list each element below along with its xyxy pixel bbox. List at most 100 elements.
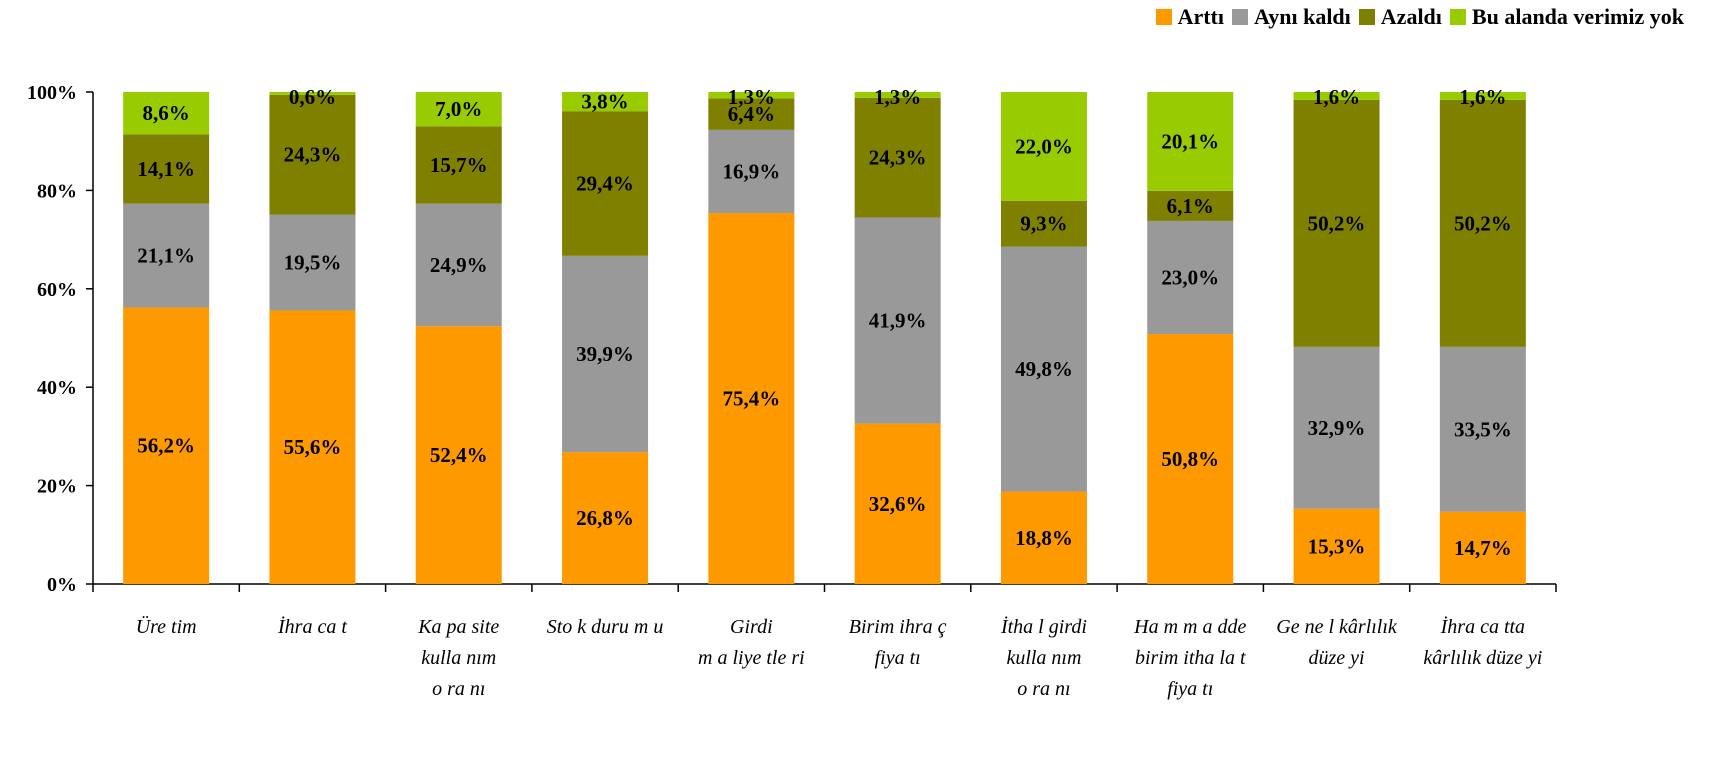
- bar-segment: [1439, 511, 1526, 584]
- bar-segment: [123, 307, 210, 584]
- legend-item-ayni-kaldi: Aynı kaldı: [1231, 4, 1351, 30]
- data-label: 50,8%: [1161, 447, 1219, 471]
- data-label: 39,9%: [576, 342, 634, 366]
- bar-segment: [123, 203, 210, 308]
- bar-segment: [415, 126, 502, 204]
- y-tick-label: 20%: [37, 476, 77, 498]
- data-label: 18,8%: [1015, 526, 1073, 550]
- bar-segment: [1439, 92, 1526, 100]
- x-category-label: m a liye tle ri: [698, 647, 805, 669]
- data-label: 21,1%: [137, 244, 195, 268]
- bar-segment: [1147, 92, 1234, 191]
- bar-segment: [415, 203, 502, 327]
- bar-segment: [1147, 220, 1234, 335]
- legend-label-veri-yok: Bu alanda verimiz yok: [1471, 4, 1684, 29]
- x-category-label: fiya tı: [875, 647, 921, 669]
- data-label: 9,3%: [1020, 212, 1067, 236]
- x-category-label: o ra nı: [432, 678, 485, 700]
- x-category-label: fiya tı: [1167, 678, 1213, 700]
- y-tick-label: 0%: [47, 574, 77, 596]
- x-category-label: kârlılık düze yi: [1423, 647, 1542, 669]
- data-label: 6,1%: [1167, 194, 1214, 218]
- data-label: 56,2%: [137, 434, 195, 458]
- data-label: 1,3%: [728, 85, 775, 109]
- x-category-label: Birim ihra ç: [849, 616, 947, 638]
- bar-segment: [1000, 92, 1087, 201]
- legend-label-azaldi: Azaldı: [1380, 4, 1442, 29]
- data-label: 14,1%: [137, 157, 195, 181]
- data-label: 6,4%: [728, 102, 775, 126]
- legend-swatch-ayni-kaldi: [1231, 9, 1248, 25]
- bar-segment: [1000, 491, 1087, 584]
- data-label: 19,5%: [284, 250, 342, 274]
- data-label: 15,7%: [430, 153, 488, 177]
- y-tick-label: 80%: [37, 180, 77, 202]
- x-category-label: Ge ne l kârlılık: [1276, 616, 1398, 638]
- legend-swatch-veri-yok: [1449, 9, 1466, 25]
- x-category-label: birim itha la t: [1135, 647, 1246, 669]
- data-label: 22,0%: [1015, 134, 1073, 158]
- x-category-label: Sto k duru m u: [547, 616, 664, 638]
- data-label: 26,8%: [576, 506, 634, 530]
- legend-label-ayni-kaldi: Aynı kaldı: [1253, 4, 1351, 29]
- data-label: 32,6%: [869, 492, 927, 516]
- data-label: 50,2%: [1454, 211, 1512, 235]
- bar-segment: [1439, 346, 1526, 512]
- bar-segment: [562, 92, 649, 112]
- x-category-label: kulla nım: [1006, 647, 1081, 669]
- legend-swatch-artti: [1155, 9, 1172, 25]
- data-label: 24,3%: [284, 143, 342, 167]
- legend-swatch-azaldi: [1358, 9, 1375, 25]
- x-category-label: İhra ca tta: [1440, 615, 1525, 638]
- x-category-label: düze yi: [1309, 647, 1365, 669]
- x-category-label: Ka pa site: [417, 616, 499, 638]
- data-label: 8,6%: [143, 101, 190, 125]
- bar-segment: [123, 92, 210, 135]
- bar-segment: [1000, 200, 1087, 247]
- bar-segment: [562, 452, 649, 584]
- x-category-label: kulla nım: [421, 647, 496, 669]
- x-category-label: Üre tim: [136, 615, 197, 638]
- bar-segment: [854, 423, 941, 584]
- data-label: 75,4%: [722, 387, 780, 411]
- data-label: 7,0%: [435, 97, 482, 121]
- data-label: 16,9%: [722, 159, 780, 183]
- x-category-label: İtha l girdi: [1000, 615, 1087, 638]
- bar-segment: [123, 134, 210, 204]
- legend-item-azaldi: Azaldı: [1358, 4, 1442, 30]
- data-label: 14,7%: [1454, 536, 1512, 560]
- bar-segment: [415, 92, 502, 127]
- data-label: 52,4%: [430, 443, 488, 467]
- data-label: 20,1%: [1161, 129, 1219, 153]
- data-label: 29,4%: [576, 172, 634, 196]
- bar-segment: [415, 326, 502, 584]
- data-label: 24,9%: [430, 253, 488, 277]
- bar-segment: [1439, 99, 1526, 347]
- x-category-label: Girdi: [730, 616, 773, 638]
- data-label: 0,6%: [289, 85, 336, 109]
- data-label: 50,2%: [1308, 211, 1366, 235]
- legend-label-artti: Arttı: [1177, 4, 1224, 29]
- x-category-label: Ha m m a dde: [1133, 616, 1246, 638]
- legend-item-artti: Arttı: [1155, 4, 1224, 30]
- bar-segment: [562, 255, 649, 453]
- y-tick-label: 100%: [27, 82, 77, 104]
- bar-segment: [269, 94, 356, 215]
- data-label: 55,6%: [284, 435, 342, 459]
- data-label: 1,6%: [1459, 85, 1506, 109]
- bar-segment: [708, 129, 795, 214]
- x-category-label: İhra ca t: [277, 615, 347, 638]
- data-label: 41,9%: [869, 309, 927, 333]
- bar-segment: [708, 213, 795, 585]
- data-label: 1,6%: [1313, 85, 1360, 109]
- bar-segment: [708, 92, 795, 99]
- data-label: 33,5%: [1454, 417, 1512, 441]
- data-label: 1,3%: [874, 85, 921, 109]
- bar-segment: [708, 98, 795, 130]
- bar-segment: [1000, 246, 1087, 492]
- bar-segment: [1293, 508, 1380, 584]
- data-label: 3,8%: [581, 90, 628, 114]
- bar-segment: [1147, 190, 1234, 221]
- data-label: 23,0%: [1161, 265, 1219, 289]
